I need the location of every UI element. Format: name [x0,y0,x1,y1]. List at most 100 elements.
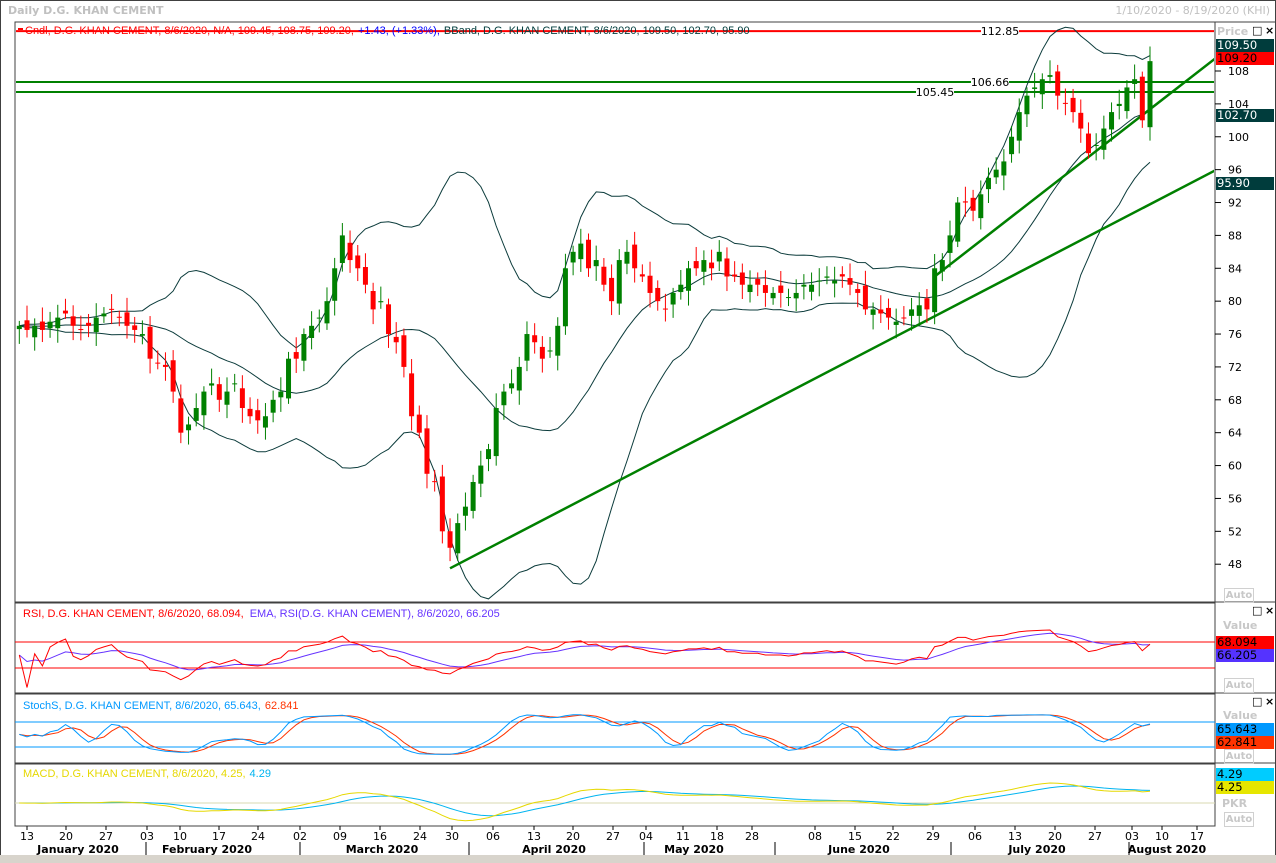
candle [539,336,545,373]
candle-body [1139,76,1145,121]
candle-body [532,335,538,343]
candle [401,328,407,378]
candle-body [509,383,515,389]
candle-body [355,255,361,269]
candle-body [78,329,84,331]
value-tag: 102.70 [1216,109,1274,122]
candle [486,443,492,472]
candle [985,167,991,203]
candle-body [270,399,276,413]
candle [24,305,30,338]
candle-body [578,243,584,260]
candle-body [1016,112,1022,141]
candle-body [785,297,791,299]
candle [716,240,722,271]
candle [947,220,953,268]
rsi-value-label: Value [1223,619,1258,632]
candle [1078,99,1084,143]
stoch-value-label: Value [1223,709,1258,722]
candle-body [793,292,799,299]
candle-body [624,251,630,264]
candle [839,266,845,288]
candle-body [839,274,845,277]
macd-auto-button[interactable]: Auto [1224,812,1254,827]
price-axis-label: Price [1217,25,1249,38]
candle [1147,46,1153,141]
candle [109,294,115,325]
candle-body [655,287,661,302]
macd-legend-line: MACD, D.G. KHAN CEMENT, 8/6/2020, 4.25, 4… [23,768,271,780]
x-tick-label: 20 [59,830,73,843]
candle-body [1032,87,1038,89]
value-tag: 68.094 [1216,636,1274,649]
candle [1132,64,1138,99]
candle [278,377,284,412]
value-tag: 4.29 [1216,768,1274,781]
candle-body [409,373,415,417]
price-tick-label: 68 [1228,394,1242,407]
candle-body [347,242,353,261]
candle-legend: Cndl, D.G. KHAN CEMENT, 8/6/2020, N/A, 1… [25,25,354,37]
candle-body [447,531,453,548]
candle-body [486,449,492,460]
candle-body [1101,128,1107,150]
candle-legend-swatch [18,28,23,30]
candle [855,283,861,308]
candle [39,307,45,343]
candle [78,315,84,341]
candle [762,270,768,307]
maximize-icon[interactable]: □ [1252,24,1263,37]
candle [801,274,807,300]
candle [578,228,584,272]
candle-body [324,301,330,324]
candle-body [170,360,176,392]
candle [678,269,684,300]
candle [309,311,315,350]
candle [562,253,568,335]
candle [378,286,384,309]
candle [55,304,61,343]
candle-body [985,177,991,190]
candle-body [1085,133,1091,154]
candle [224,377,230,419]
candle [62,298,68,319]
candle-body [947,235,953,253]
candle-body [424,428,430,474]
close-icon[interactable]: × [1265,24,1275,37]
candle-body [601,266,607,285]
candle-body [932,268,938,313]
candle-body [1109,112,1115,130]
candle-body [370,291,376,310]
horizontal-scrollbar[interactable] [0,855,1276,863]
candle-body [862,285,868,310]
stoch-auto-button[interactable]: Auto [1224,749,1254,764]
candle [47,311,53,338]
candle-body [1147,61,1153,128]
candle [1062,88,1068,116]
maximize-icon[interactable]: □ [1252,695,1263,708]
candle [701,250,707,286]
candle-body [539,346,545,359]
candle [747,270,753,303]
candle [439,464,445,544]
candle [193,393,199,427]
price-auto-button[interactable]: Auto [1224,588,1254,603]
candle-body [809,284,815,292]
candle-body [139,334,145,336]
maximize-icon[interactable]: □ [1252,604,1263,617]
candle-body [732,274,738,277]
horizontal-line-label-bg [971,75,1009,88]
close-icon[interactable]: × [1265,604,1275,617]
window-title: Daily D.G. KHAN CEMENT [8,4,164,17]
rsi-ema-legend: EMA, RSI(D.G. KHAN CEMENT), 8/6/2020, 66… [250,608,500,620]
candle-body [770,292,776,299]
candle [939,253,945,282]
x-tick-label: 10 [1155,830,1169,843]
candle [409,359,415,431]
candle [432,469,438,492]
price-tick-label: 96 [1228,164,1242,177]
rsi-auto-button[interactable]: Auto [1224,678,1254,693]
candle [1024,87,1030,127]
close-icon[interactable]: × [1265,695,1275,708]
candle-body [1093,144,1099,146]
